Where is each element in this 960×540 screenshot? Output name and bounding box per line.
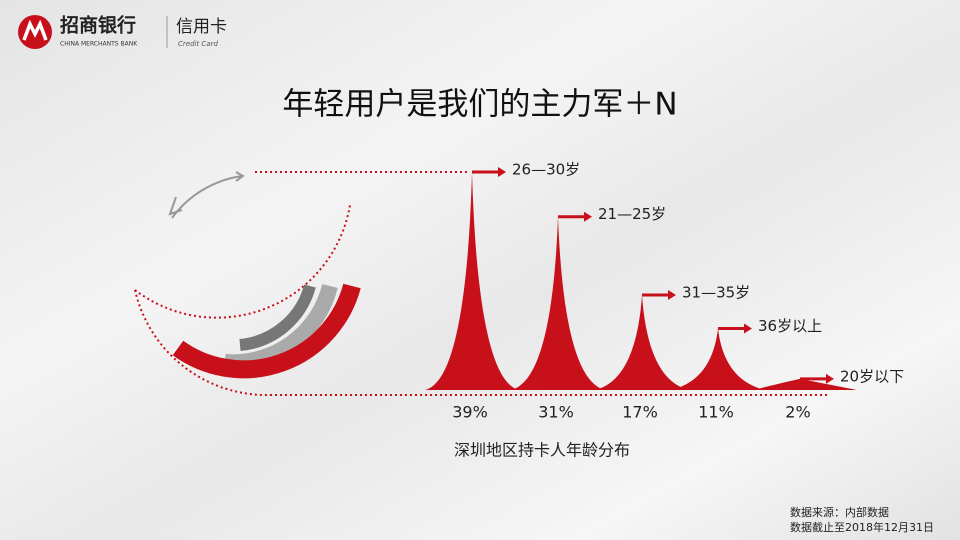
caption: 深圳地区持卡人年龄分布 (454, 441, 630, 460)
decoration (134, 171, 830, 397)
brand: 招商银行 (60, 14, 136, 37)
category-label: 20岁以下 (840, 367, 904, 385)
spike (671, 328, 765, 390)
value-label: 31% (538, 403, 574, 422)
arrow-head (744, 323, 752, 334)
date: 数据截止至2018年12月31日 (790, 520, 934, 534)
spike (595, 294, 689, 390)
arrow-head (826, 373, 834, 384)
category-label: 31—35岁 (682, 283, 750, 301)
arrow-head (498, 167, 506, 177)
product: 信用卡 (176, 17, 227, 37)
spike (425, 172, 519, 390)
spike (753, 378, 857, 390)
spike (511, 216, 605, 390)
value-label: 17% (622, 403, 658, 422)
value-label: 11% (698, 403, 734, 422)
category-label: 36岁以上 (758, 317, 822, 335)
source: 数据来源：内部数据 (790, 505, 889, 519)
value-label: 39% (452, 403, 488, 422)
value-label: 2% (785, 403, 810, 422)
title: 年轻用户是我们的主力军＋N (282, 87, 677, 123)
logo (18, 15, 168, 49)
category-label: 21—25岁 (598, 205, 666, 223)
arrow-head (668, 289, 676, 300)
arrow-head (584, 211, 592, 222)
brand-en: CHINA MERCHANTS BANK (60, 41, 138, 48)
category-label: 26—30岁 (512, 161, 580, 179)
product-en: Credit Card (178, 40, 218, 48)
